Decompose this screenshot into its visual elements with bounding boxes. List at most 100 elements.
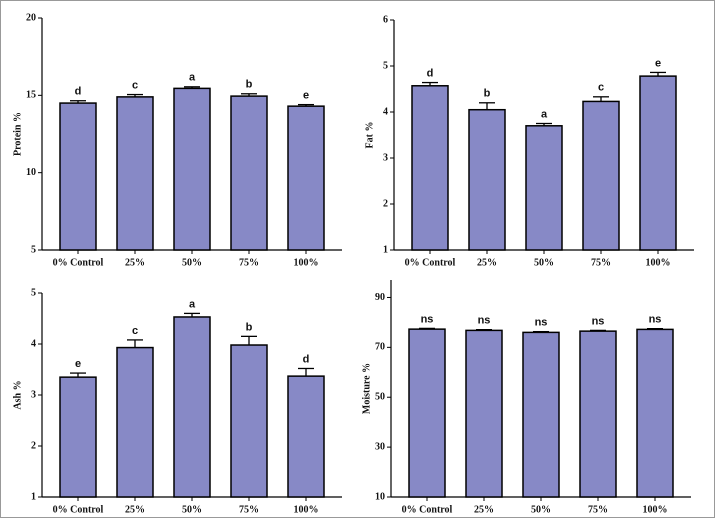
bar — [579, 330, 617, 498]
bar — [287, 105, 325, 251]
bar — [636, 328, 674, 498]
y-tick-label: 3 — [31, 389, 36, 400]
significance-label: d — [75, 86, 82, 98]
x-tick-label: 25% — [477, 257, 497, 268]
error-bar — [647, 327, 663, 330]
error-bar — [184, 86, 200, 89]
significance-label: b — [246, 79, 253, 91]
y-tick-label: 5 — [31, 287, 36, 298]
x-tick-label: 0% Control — [405, 257, 456, 268]
error-bar — [184, 312, 200, 317]
y-axis-title: Ash % — [12, 380, 23, 409]
error-bar — [590, 329, 606, 332]
y-tick-label: 1 — [383, 244, 388, 255]
bar — [522, 331, 560, 498]
y-tick-label: 30 — [375, 441, 385, 452]
significance-label: b — [246, 321, 253, 333]
error-bar — [70, 100, 86, 104]
significance-label: a — [189, 72, 196, 84]
x-tick-label: 75% — [239, 504, 259, 515]
bar — [411, 85, 449, 251]
x-tick-label: 100% — [643, 504, 668, 515]
error-bar — [241, 93, 257, 97]
x-tick-label: 25% — [125, 257, 145, 268]
significance-label: c — [132, 79, 138, 91]
significance-label: ns — [478, 315, 491, 327]
y-axis-title: Moisture % — [361, 363, 372, 414]
y-tick-label: 6 — [383, 14, 388, 25]
error-bar — [536, 122, 552, 126]
x-tick-label: 0% Control — [53, 504, 104, 515]
x-tick-label: 75% — [591, 257, 611, 268]
y-tick-label: 2 — [31, 440, 36, 451]
y-tick-label: 1 — [31, 491, 36, 502]
y-tick-label: 4 — [31, 338, 36, 349]
error-bar — [419, 327, 435, 330]
y-tick-label: 4 — [383, 106, 388, 117]
y-tick-label: 2 — [383, 198, 388, 209]
y-tick-label: 3 — [383, 152, 388, 163]
bar — [173, 316, 211, 498]
error-bar — [298, 367, 314, 377]
significance-label: d — [427, 67, 434, 79]
x-tick-label: 50% — [534, 257, 554, 268]
x-tick-label: 50% — [182, 504, 202, 515]
x-tick-label: 75% — [239, 257, 259, 268]
bar — [230, 95, 268, 251]
significance-label: ns — [649, 314, 662, 326]
y-tick-label: 90 — [375, 292, 385, 303]
error-bar — [127, 339, 143, 348]
significance-label: d — [303, 353, 310, 365]
significance-label: b — [484, 88, 491, 100]
y-tick-label: 15 — [26, 90, 36, 101]
x-tick-label: 25% — [125, 504, 145, 515]
significance-label: e — [303, 90, 309, 102]
significance-label: e — [655, 57, 661, 69]
bar — [582, 100, 620, 251]
x-tick-label: 0% Control — [53, 257, 104, 268]
subplot: 5 10 15 20 Protein % 0% Control d 25% c 50% a 75% b 1… — [12, 12, 342, 268]
x-tick-label: 75% — [588, 504, 608, 515]
error-bar — [422, 81, 438, 86]
y-tick-label: 50 — [375, 392, 385, 403]
significance-label: ns — [535, 317, 548, 329]
error-bar — [241, 335, 257, 346]
significance-label: a — [189, 298, 196, 310]
error-bar — [476, 328, 492, 331]
significance-label: a — [541, 108, 548, 120]
y-tick-label: 10 — [375, 491, 385, 502]
bar — [639, 75, 677, 251]
error-bar — [533, 330, 549, 333]
significance-label: e — [75, 358, 81, 370]
subplot: 1 2 3 4 5 6 Fat % 0% Control d 25% b 50% a 75% c 100% e — [364, 14, 694, 268]
subplot: 1 2 3 4 5 Ash % 0% Control e 25% c 50% a 75% b 100% d — [12, 287, 342, 515]
x-tick-label: 100% — [294, 504, 319, 515]
bar — [59, 102, 97, 251]
bar — [116, 346, 154, 498]
y-axis-title: Fat % — [364, 122, 375, 149]
bar — [408, 328, 446, 498]
bar — [468, 108, 506, 251]
bar — [525, 125, 563, 251]
y-axis-title: Protein % — [12, 112, 23, 156]
bar — [116, 96, 154, 251]
bar — [287, 375, 325, 498]
x-tick-label: 100% — [646, 257, 671, 268]
error-bar — [479, 102, 495, 110]
significance-label: c — [132, 325, 138, 337]
error-bar — [593, 96, 609, 102]
bar — [59, 376, 97, 498]
significance-label: ns — [592, 315, 605, 327]
error-bar — [70, 372, 86, 378]
bar — [465, 329, 503, 498]
y-tick-label: 5 — [31, 244, 36, 255]
significance-label: ns — [421, 313, 434, 325]
x-tick-label: 50% — [182, 257, 202, 268]
y-tick-label: 20 — [26, 12, 36, 23]
x-tick-label: 0% Control — [402, 504, 453, 515]
x-tick-label: 50% — [531, 504, 551, 515]
y-tick-label: 5 — [383, 60, 388, 71]
significance-label: c — [598, 82, 604, 94]
bar — [230, 344, 268, 498]
